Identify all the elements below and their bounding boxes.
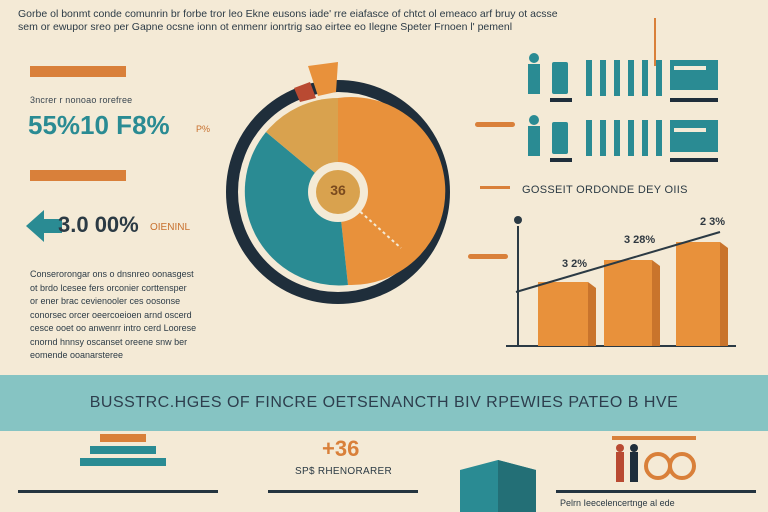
box-icon bbox=[460, 460, 536, 512]
donut-chart-graphic bbox=[226, 62, 450, 304]
divider-line bbox=[268, 490, 418, 493]
stack-icon bbox=[80, 434, 166, 466]
body-line: cesce ooet oo anwenrr intro cerd Loorese bbox=[30, 323, 197, 333]
bar-label-right: 2 3% bbox=[700, 216, 726, 228]
body-line: conorsec orcer oeercoeioen arnd oscerd bbox=[30, 309, 192, 320]
bottom-stat-label: SP$ RHENORARER bbox=[295, 466, 392, 477]
intro-line-2: sem or ewupor sreo per Gapne ocsne ionn … bbox=[18, 21, 513, 33]
bottom-stat: +36 bbox=[322, 436, 360, 461]
connector-line bbox=[654, 18, 656, 66]
banner-title: BUSSTRC.HGES OF FINCRE OETSENANCTH BIV R… bbox=[89, 394, 679, 411]
body-line: cnornd hnnsy oscanset oreene snw ber bbox=[30, 336, 188, 347]
stat1-caption: 3ncrer r nonoao rorefree bbox=[30, 95, 133, 105]
stat1-bar bbox=[30, 66, 126, 77]
stat1-suffix: P% bbox=[196, 124, 211, 134]
stat1-value: 55%10 F8% bbox=[28, 110, 170, 140]
banner bbox=[0, 375, 768, 431]
people-glasses-icon bbox=[612, 436, 696, 482]
intro-line-1: Gorbe ol bonmt conde comunrin br forbe t… bbox=[18, 8, 558, 20]
connector-dash bbox=[480, 186, 510, 189]
connector-dash bbox=[475, 122, 515, 127]
body-line: ot brdo lcesee fers orconier corttensper bbox=[30, 282, 187, 293]
divider-line bbox=[18, 490, 218, 493]
icon-row-caption: GOSSEIT ORDONDE DEY OIIS bbox=[522, 184, 688, 196]
body-line: eomende ooanarsteree bbox=[30, 350, 124, 360]
bottom-caption: Pelrn Ieecelencertnge al ede bbox=[560, 498, 675, 508]
body-text: Conserorongar ons o dnsnreo oonasgest ot… bbox=[30, 268, 230, 363]
divider-line bbox=[556, 490, 756, 493]
stat2-bar bbox=[30, 170, 126, 181]
people-icon-grid bbox=[528, 53, 718, 162]
bar-label-left: 3 2% bbox=[562, 258, 588, 270]
body-line: or ener brac cevienooler ces oosonse bbox=[30, 296, 181, 306]
arrow-icon bbox=[26, 210, 62, 242]
bar-label-mid: 3 28% bbox=[624, 234, 656, 246]
stat2-value: 3.0 00% bbox=[58, 212, 139, 237]
body-line: Conserorongar ons o dnsnreo oonasgest bbox=[30, 269, 194, 279]
donut-center-label: 36 bbox=[330, 182, 346, 198]
intro-text: Gorbe ol bonmt conde comunrin br forbe t… bbox=[18, 8, 578, 34]
connector-dash bbox=[468, 254, 508, 259]
stat2-label: OIENINL bbox=[150, 222, 191, 233]
bar-graphic bbox=[506, 216, 736, 347]
